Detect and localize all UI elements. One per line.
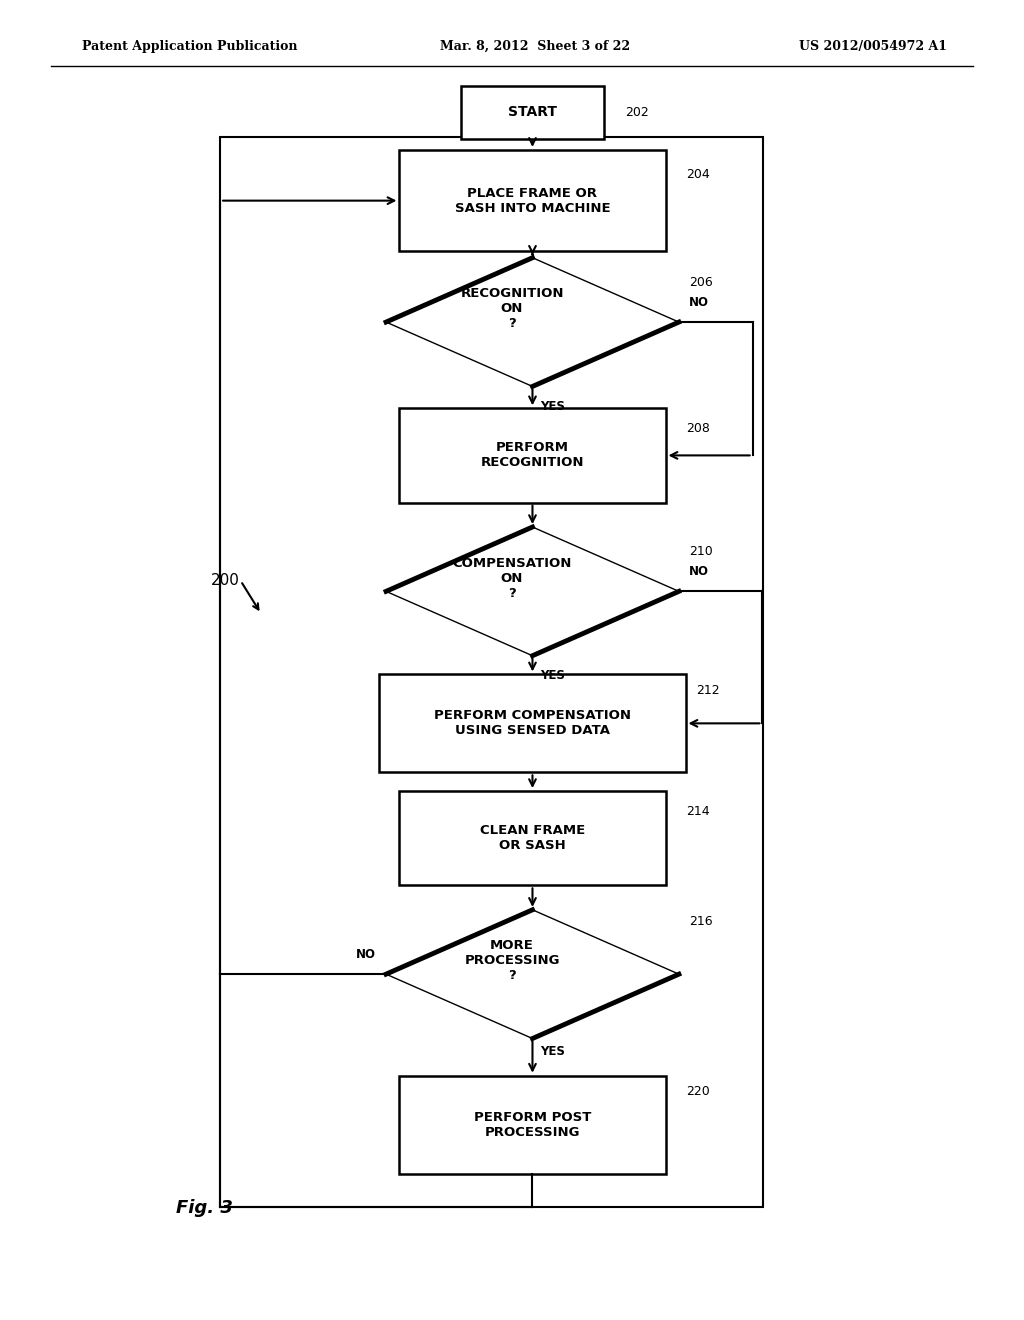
FancyBboxPatch shape [461, 86, 604, 139]
Text: 216: 216 [689, 915, 713, 928]
Text: MORE
PROCESSING
?: MORE PROCESSING ? [464, 940, 560, 982]
Text: 206: 206 [689, 276, 713, 289]
FancyBboxPatch shape [399, 791, 666, 886]
Text: YES: YES [541, 400, 565, 413]
Bar [220, 137, 763, 1206]
FancyBboxPatch shape [380, 675, 686, 772]
Text: NO: NO [355, 948, 376, 961]
FancyBboxPatch shape [399, 408, 666, 503]
Polygon shape [386, 909, 679, 1039]
Polygon shape [386, 527, 679, 656]
FancyBboxPatch shape [399, 1076, 666, 1173]
Text: NO: NO [689, 296, 710, 309]
Text: START: START [508, 106, 557, 119]
Text: US 2012/0054972 A1: US 2012/0054972 A1 [799, 40, 947, 53]
Polygon shape [386, 257, 679, 387]
FancyBboxPatch shape [399, 150, 666, 251]
Text: CLEAN FRAME
OR SASH: CLEAN FRAME OR SASH [480, 824, 585, 853]
Text: PERFORM COMPENSATION
USING SENSED DATA: PERFORM COMPENSATION USING SENSED DATA [434, 709, 631, 738]
Text: PERFORM
RECOGNITION: PERFORM RECOGNITION [480, 441, 585, 470]
Text: 212: 212 [696, 684, 720, 697]
Text: 200: 200 [211, 573, 240, 589]
Text: COMPENSATION
ON
?: COMPENSATION ON ? [453, 557, 571, 599]
Text: PLACE FRAME OR
SASH INTO MACHINE: PLACE FRAME OR SASH INTO MACHINE [455, 186, 610, 215]
Text: YES: YES [541, 669, 565, 682]
Text: 220: 220 [686, 1085, 710, 1098]
Text: NO: NO [689, 565, 710, 578]
Text: 202: 202 [625, 106, 648, 119]
Text: YES: YES [541, 1045, 565, 1059]
Text: 208: 208 [686, 422, 710, 436]
Text: Patent Application Publication: Patent Application Publication [82, 40, 297, 53]
Text: PERFORM POST
PROCESSING: PERFORM POST PROCESSING [474, 1110, 591, 1139]
Text: 214: 214 [686, 805, 710, 818]
Text: Mar. 8, 2012  Sheet 3 of 22: Mar. 8, 2012 Sheet 3 of 22 [440, 40, 631, 53]
Text: 204: 204 [686, 168, 710, 181]
Text: 210: 210 [689, 545, 713, 558]
Text: RECOGNITION
ON
?: RECOGNITION ON ? [460, 288, 564, 330]
Text: Fig. 3: Fig. 3 [176, 1199, 233, 1217]
